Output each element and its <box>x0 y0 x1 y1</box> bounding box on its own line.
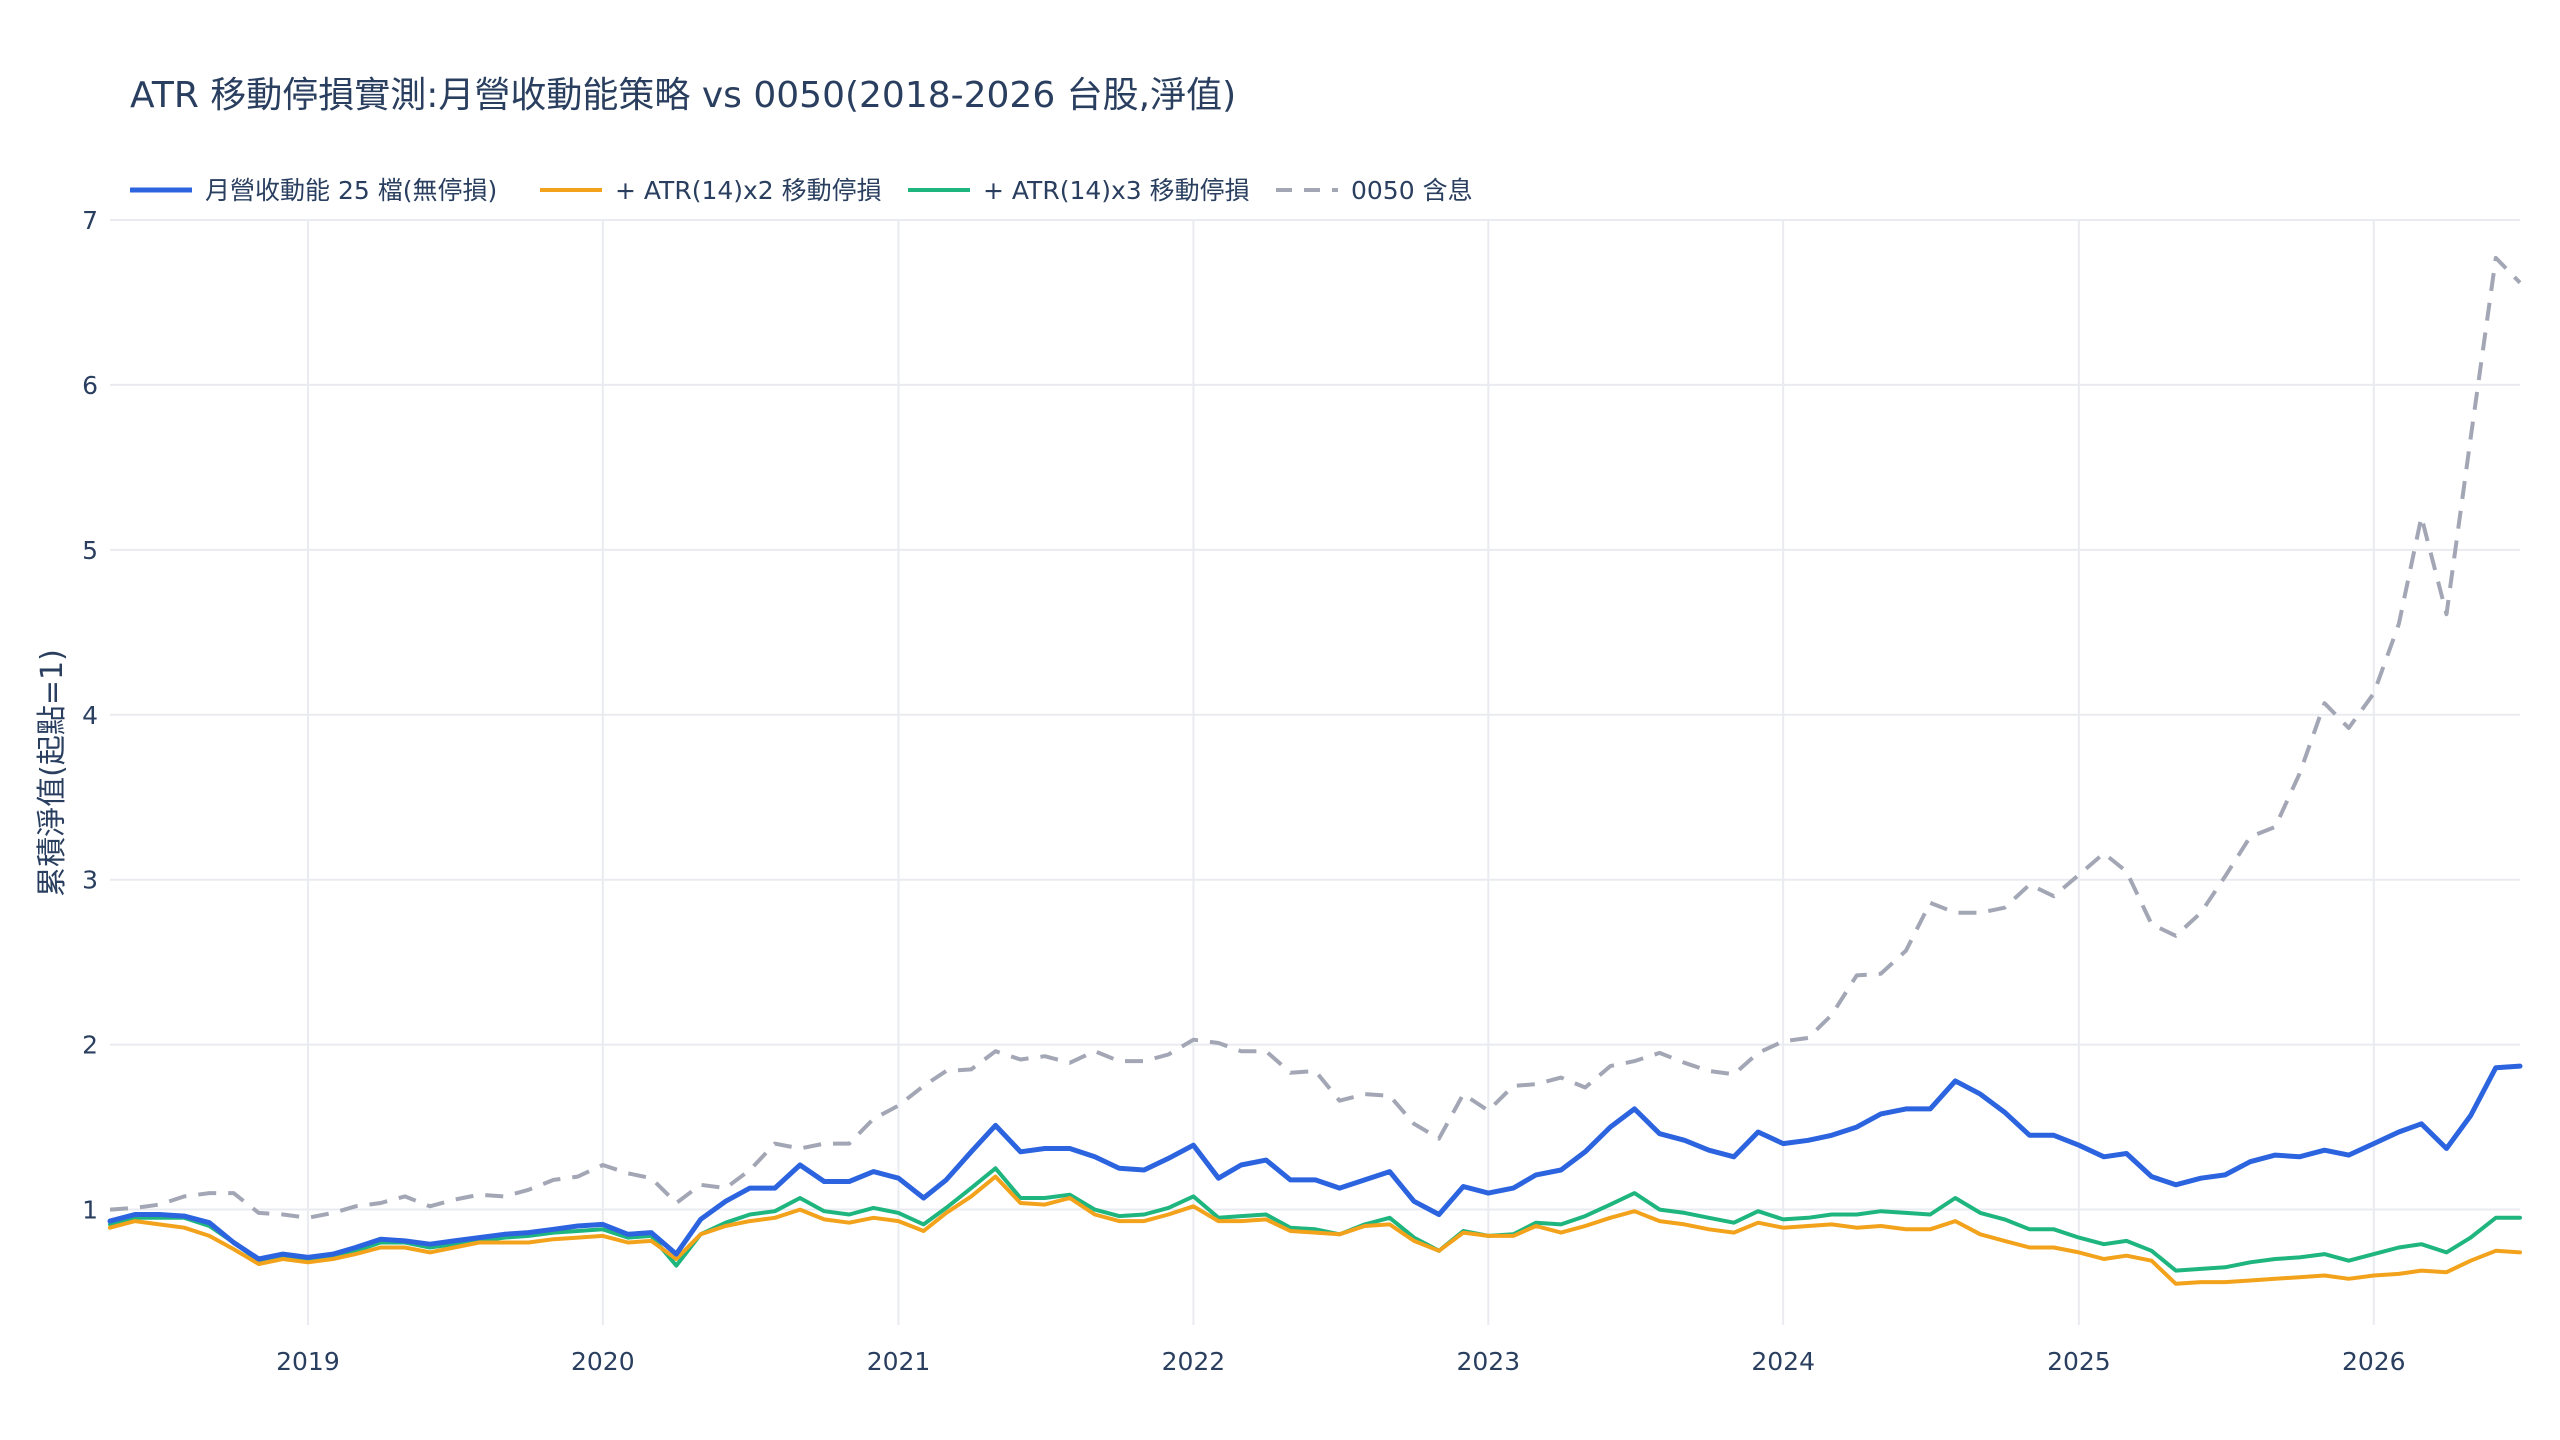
x-tick-label: 2019 <box>276 1347 340 1376</box>
y-tick-label: 5 <box>82 536 98 565</box>
legend-item-2[interactable]: + ATR(14)x3 移動停損 <box>908 176 1250 205</box>
y-tick-label: 4 <box>82 701 98 730</box>
legend[interactable]: 月營收動能 25 檔(無停損) + ATR(14)x2 移動停損 + ATR(14)… <box>130 176 1473 205</box>
axis-ticks: 1 2 3 4 5 6 7 2019 2020 2021 2022 2023 2024 2025 2026 <box>82 206 2405 1376</box>
chart-title: ATR 移動停損實測:月營收動能策略 vs 0050(2018-2026 台股,… <box>130 75 1236 116</box>
y-tick-label: 2 <box>82 1031 98 1060</box>
series-lines <box>107 255 2523 1286</box>
x-tick-label: 2020 <box>571 1347 635 1376</box>
legend-label: 月營收動能 25 檔(無停損) <box>205 176 497 205</box>
legend-item-0[interactable]: 月營收動能 25 檔(無停損) <box>130 176 497 205</box>
legend-item-1[interactable]: + ATR(14)x2 移動停損 <box>540 176 882 205</box>
x-tick-label: 2025 <box>2047 1347 2111 1376</box>
grid-lines <box>110 219 2520 1325</box>
legend-label: + ATR(14)x2 移動停損 <box>615 176 882 205</box>
x-tick-label: 2023 <box>1456 1347 1520 1376</box>
legend-item-3[interactable]: 0050 含息 <box>1276 176 1473 205</box>
y-tick-label: 6 <box>82 371 98 400</box>
y-tick-label: 1 <box>82 1196 98 1225</box>
x-tick-label: 2022 <box>1162 1347 1226 1376</box>
series-line-0 <box>107 1063 2523 1262</box>
legend-label: 0050 含息 <box>1351 176 1473 205</box>
y-tick-label: 3 <box>82 866 98 895</box>
series-line-2 <box>108 1166 2522 1273</box>
x-tick-label: 2021 <box>867 1347 931 1376</box>
y-tick-label: 7 <box>82 206 98 235</box>
x-tick-label: 2026 <box>2342 1347 2406 1376</box>
y-axis-title: 累積淨值(起點=1) <box>35 649 70 897</box>
x-tick-label: 2024 <box>1751 1347 1815 1376</box>
series-line-3 <box>109 255 2522 1220</box>
series-line-1 <box>108 1174 2522 1286</box>
legend-label: + ATR(14)x3 移動停損 <box>983 176 1250 205</box>
